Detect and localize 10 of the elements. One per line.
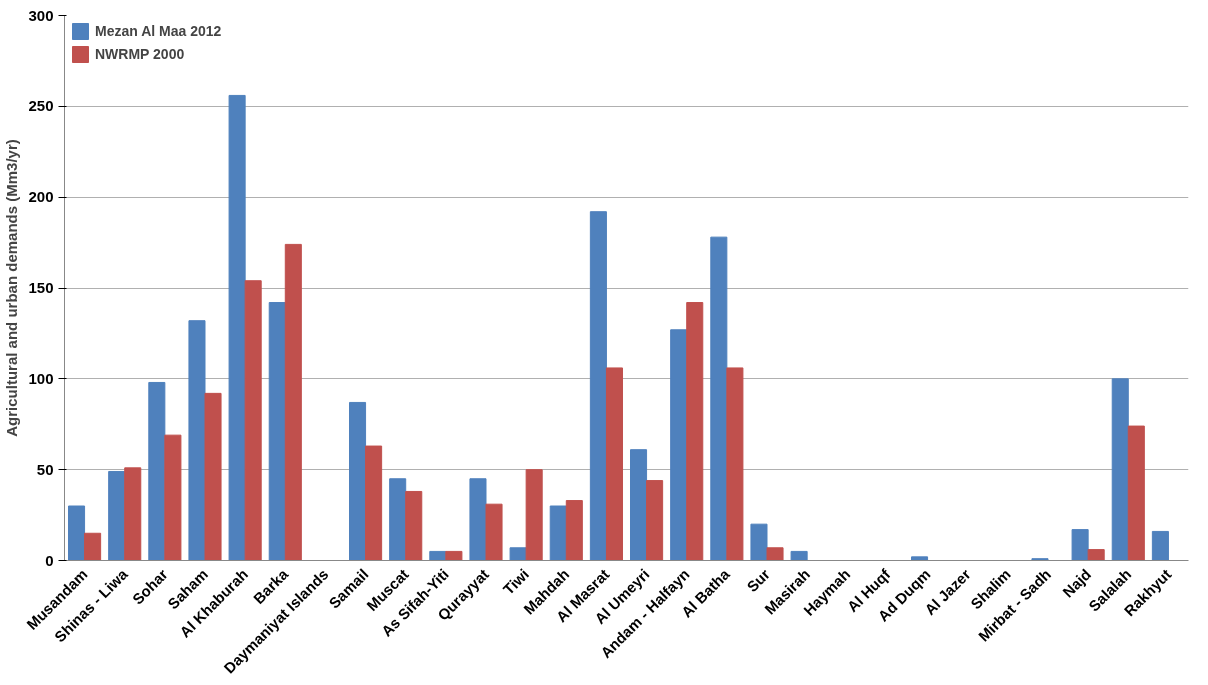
y-axis-title: Agricultural and urban demands (Mm3/yr) [3,139,21,437]
y-tick-label: 300 [28,6,54,24]
y-tick-label: 0 [45,551,54,569]
y-tick-label: 50 [36,460,54,478]
y-tick-label: 150 [28,279,54,296]
y-tick-label: 250 [28,97,54,115]
legend-label: NWRMP 2000 [95,46,185,62]
y-tick-label: 100 [28,369,54,387]
legend-label: Mezan Al Maa 2012 [95,23,222,39]
y-tick-label: 200 [28,188,54,206]
